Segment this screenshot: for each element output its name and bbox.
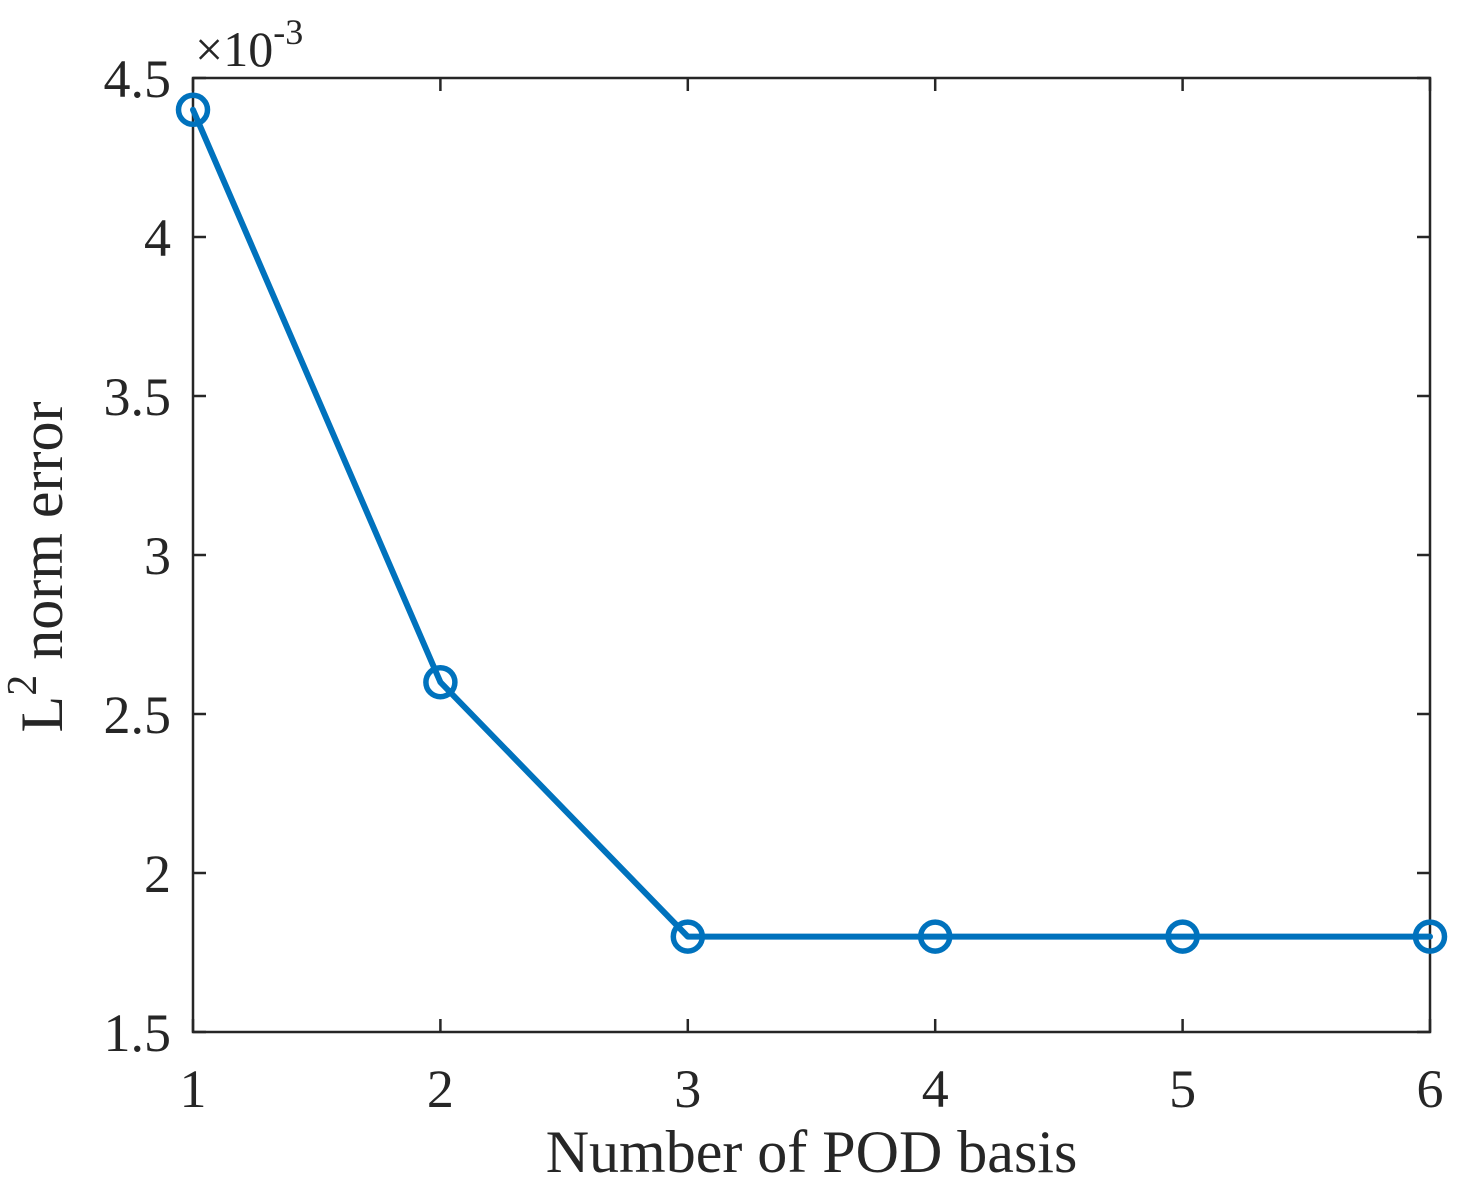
y-label-rest: norm error: [9, 402, 75, 675]
y-axis-exponent-label: ×10-3: [195, 12, 303, 77]
y-tick-label: 2: [144, 844, 171, 904]
data-point-marker: [670, 919, 706, 954]
y-tick-label: 3.5: [104, 367, 172, 427]
x-tick-label: 5: [1169, 1059, 1196, 1119]
axes-box: [191, 76, 1432, 1034]
y-axis-label: L2 norm error: [0, 402, 75, 733]
x-tick-labels: 1 2 3 4 5 6: [180, 1059, 1444, 1119]
y-tick-labels: 1.5 2 2.5 3 3.5 4 4.5: [104, 49, 172, 1063]
y-label-base: L: [9, 696, 75, 733]
data-point-marker: [423, 664, 458, 700]
x-tick-label: 6: [1417, 1059, 1444, 1119]
x-axis-label: Number of POD basis: [546, 1119, 1078, 1185]
x-tick-label: 4: [922, 1059, 949, 1119]
data-point-marker: [175, 92, 211, 128]
x-tick-label: 3: [674, 1059, 701, 1119]
y-label-superscript: 2: [0, 675, 46, 696]
data-point-marker: [1165, 919, 1200, 954]
y-tick-label: 4: [144, 208, 171, 268]
exponent-superscript: -3: [273, 12, 303, 52]
y-tick-label: 1.5: [104, 1003, 172, 1063]
x-tick-label: 1: [180, 1059, 207, 1119]
data-markers: [175, 92, 1448, 954]
y-tick-label: 3: [144, 526, 171, 586]
data-point-marker: [1412, 919, 1448, 954]
y-tick-label: 4.5: [104, 49, 172, 109]
data-line: [190, 106, 1433, 940]
data-point-marker: [917, 919, 953, 954]
tick-marks: [191, 76, 1432, 1034]
y-tick-label: 2.5: [104, 685, 172, 745]
exponent-prefix: ×10: [195, 21, 273, 77]
x-tick-label: 2: [427, 1059, 454, 1119]
plot-root: 1 2 3 4 5 6 1.5 2 2.5 3 3.5 4 4.5 ×10-3 Number of POD …: [0, 12, 1448, 1185]
